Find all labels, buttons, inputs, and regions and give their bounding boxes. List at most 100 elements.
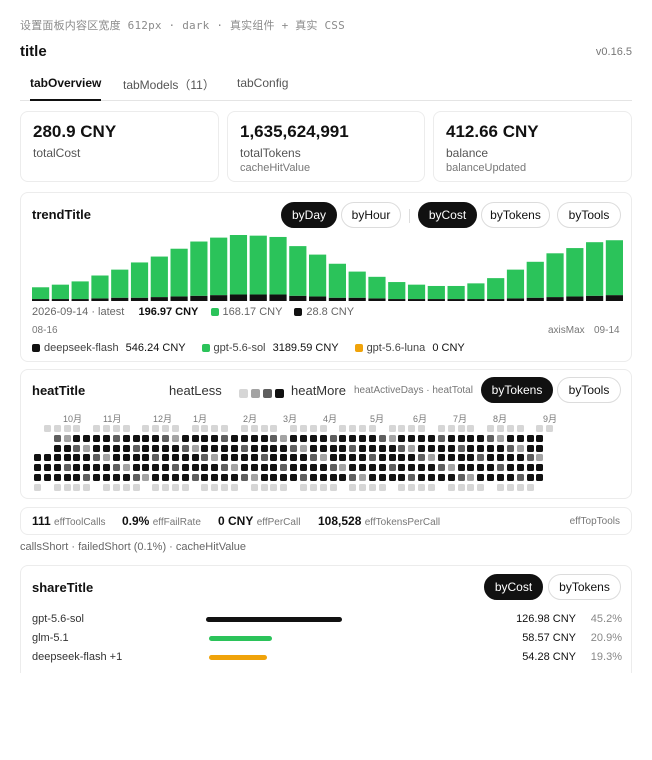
heatmap-day-cell[interactable]	[546, 425, 554, 432]
heatmap-day-cell[interactable]	[152, 473, 160, 481]
heatmap-day-cell[interactable]	[122, 454, 130, 462]
heatmap-day-cell[interactable]	[250, 444, 258, 452]
heatmap-day-cell[interactable]	[132, 444, 140, 452]
heatmap-day-cell[interactable]	[63, 444, 71, 452]
heatmap-day-cell[interactable]	[319, 425, 327, 432]
heatmap-day-cell[interactable]	[162, 464, 169, 471]
heatmap-day-cell[interactable]	[171, 483, 179, 491]
heatmap-day-cell[interactable]	[191, 444, 199, 452]
heatmap-day-cell[interactable]	[428, 473, 435, 481]
heatmap-day-cell[interactable]	[309, 483, 317, 491]
heatmap-day-cell[interactable]	[73, 434, 81, 442]
heatmap-day-cell[interactable]	[418, 434, 426, 442]
heatmap-day-cell[interactable]	[181, 434, 189, 442]
heatmap-day-cell[interactable]	[477, 454, 485, 462]
heatmap-day-cell[interactable]	[447, 444, 455, 452]
heatmap-day-cell[interactable]	[477, 473, 485, 481]
heatmap-day-cell[interactable]	[398, 464, 406, 471]
heatmap-day-cell[interactable]	[319, 454, 327, 462]
heatmap-day-cell[interactable]	[93, 444, 101, 452]
heatmap-day-cell[interactable]	[378, 464, 386, 471]
heatmap-day-cell[interactable]	[83, 444, 91, 452]
heatmap-day-cell[interactable]	[339, 454, 347, 462]
heatmap-day-cell[interactable]	[299, 434, 307, 442]
heatmap-day-cell[interactable]	[378, 483, 386, 491]
heatmap-day-cell[interactable]	[329, 464, 337, 471]
heatmap-day-cell[interactable]	[398, 434, 406, 442]
heatmap-day-cell[interactable]	[142, 473, 150, 481]
heatmap-day-cell[interactable]	[211, 444, 219, 452]
heatmap-day-cell[interactable]	[171, 434, 179, 442]
heatmap-day-cell[interactable]	[378, 454, 386, 462]
heatmap-day-cell[interactable]	[34, 464, 41, 471]
heatmap-day-cell[interactable]	[231, 473, 238, 481]
heatmap-day-cell[interactable]	[299, 425, 307, 432]
heatmap-day-cell[interactable]	[270, 444, 278, 452]
heatmap-day-cell[interactable]	[309, 425, 317, 432]
heatmap-day-cell[interactable]	[339, 434, 347, 442]
heatmap-day-cell[interactable]	[428, 464, 435, 471]
heatmap-day-cell[interactable]	[477, 434, 485, 442]
heatmap-day-cell[interactable]	[467, 464, 475, 471]
heatmap-day-cell[interactable]	[457, 444, 465, 452]
heatmap-day-cell[interactable]	[516, 464, 524, 471]
heatmap-day-cell[interactable]	[250, 425, 258, 432]
heatmap-day-cell[interactable]	[526, 473, 534, 481]
heatmap-day-cell[interactable]	[83, 483, 91, 491]
heatmap-day-cell[interactable]	[319, 483, 327, 491]
heatmap-day-cell[interactable]	[378, 473, 386, 481]
heatmap-day-cell[interactable]	[398, 444, 406, 452]
heatmap-day-cell[interactable]	[536, 425, 544, 432]
share-by-tokens-button[interactable]: byTokens	[548, 574, 621, 600]
heatmap-day-cell[interactable]	[103, 464, 110, 471]
heatmap-day-cell[interactable]	[398, 454, 406, 462]
heatmap-day-cell[interactable]	[398, 473, 406, 481]
heatmap-day-cell[interactable]	[526, 483, 534, 491]
by-tools-button[interactable]: byTools	[557, 202, 621, 228]
heatmap-day-cell[interactable]	[428, 434, 435, 442]
heatmap-day-cell[interactable]	[496, 434, 504, 442]
heatmap-day-cell[interactable]	[260, 434, 268, 442]
heatmap-day-cell[interactable]	[103, 425, 110, 432]
heatmap-day-cell[interactable]	[309, 434, 317, 442]
heatmap-day-cell[interactable]	[359, 483, 367, 491]
heatmap-day-cell[interactable]	[171, 464, 179, 471]
heatmap-day-cell[interactable]	[103, 473, 110, 481]
heatmap-day-cell[interactable]	[152, 454, 160, 462]
heatmap-day-cell[interactable]	[103, 444, 110, 452]
heatmap-day-cell[interactable]	[103, 454, 110, 462]
heatmap-day-cell[interactable]	[211, 434, 219, 442]
heatmap-day-cell[interactable]	[516, 473, 524, 481]
heatmap-day-cell[interactable]	[516, 483, 524, 491]
heatmap-day-cell[interactable]	[201, 483, 209, 491]
heatmap-day-cell[interactable]	[487, 444, 495, 452]
heatmap-day-cell[interactable]	[299, 473, 307, 481]
heatmap-day-cell[interactable]	[221, 464, 229, 471]
heatmap-day-cell[interactable]	[260, 444, 268, 452]
heatmap-day-cell[interactable]	[299, 464, 307, 471]
heatmap-day-cell[interactable]	[496, 444, 504, 452]
heatmap-day-cell[interactable]	[260, 464, 268, 471]
heatmap-day-cell[interactable]	[339, 425, 347, 432]
heatmap-day-cell[interactable]	[280, 444, 288, 452]
heatmap-day-cell[interactable]	[506, 473, 514, 481]
heatmap-day-cell[interactable]	[309, 464, 317, 471]
heatmap-day-cell[interactable]	[142, 454, 150, 462]
heatmap-day-cell[interactable]	[467, 483, 475, 491]
heatmap-day-cell[interactable]	[142, 464, 150, 471]
heatmap-day-cell[interactable]	[112, 464, 120, 471]
heatmap-day-cell[interactable]	[408, 444, 416, 452]
heatmap-day-cell[interactable]	[240, 425, 248, 432]
heatmap-day-cell[interactable]	[299, 444, 307, 452]
heatmap-day-cell[interactable]	[329, 434, 337, 442]
heatmap-day-cell[interactable]	[240, 454, 248, 462]
heatmap-day-cell[interactable]	[122, 434, 130, 442]
heatmap-day-cell[interactable]	[467, 473, 475, 481]
heatmap-day-cell[interactable]	[43, 473, 51, 481]
heatmap-day-cell[interactable]	[408, 464, 416, 471]
heatmap-day-cell[interactable]	[516, 444, 524, 452]
heatmap-day-cell[interactable]	[191, 473, 199, 481]
heatmap-day-cell[interactable]	[112, 454, 120, 462]
heatmap-day-cell[interactable]	[526, 464, 534, 471]
by-hour-button[interactable]: byHour	[341, 202, 401, 228]
